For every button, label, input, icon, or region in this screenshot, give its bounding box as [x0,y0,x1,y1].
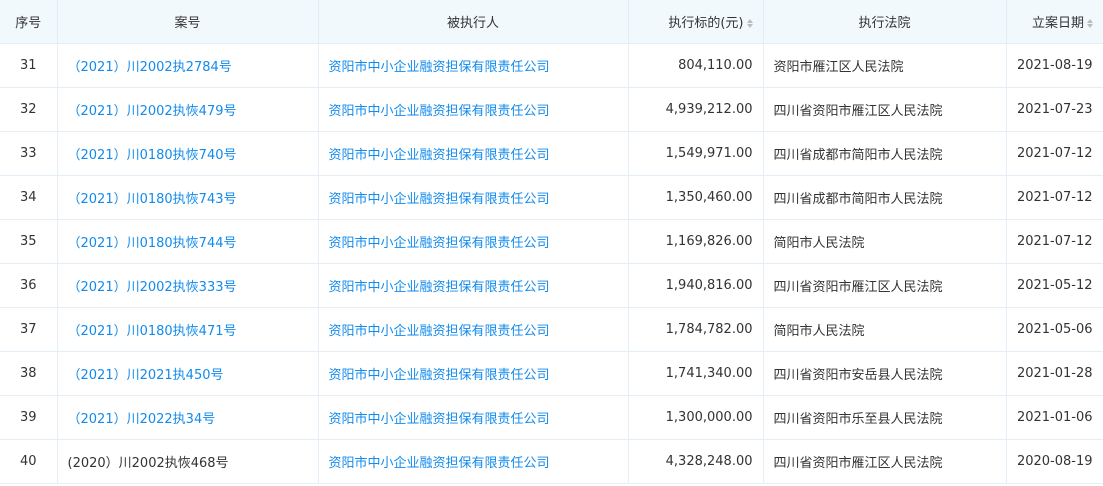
header-court: 执行法院 [762,0,1007,44]
party-link[interactable]: 资阳市中小企业融资担保有限责任公司 [317,219,629,264]
amount: 804,110.00 [627,43,764,88]
filing-date: 2021-07-12 [1005,131,1103,176]
case-number[interactable]: （2021）川2002执恢333号 [56,263,319,308]
row-no: 33 [0,131,58,176]
filing-date: 2021-05-12 [1005,263,1103,308]
case-number[interactable]: （2021）川2021执450号 [56,351,319,396]
amount: 1,549,971.00 [627,131,764,176]
court: 四川省资阳市雁江区人民法院 [762,263,1007,308]
party-link[interactable]: 资阳市中小企业融资担保有限责任公司 [317,263,629,308]
case-number[interactable]: （2021）川2002执2784号 [56,43,319,88]
row-no: 34 [0,175,58,220]
row-no: 38 [0,351,58,396]
table-row: 33 （2021）川0180执恢740号 资阳市中小企业融资担保有限责任公司 1,54… [0,131,1103,176]
case-number[interactable]: （2021）川0180执恢740号 [56,131,319,176]
case-number[interactable]: （2021）川0180执恢744号 [56,219,319,264]
case-number: (2020）川2002执恢468号 [56,439,319,484]
amount: 1,350,460.00 [627,175,764,220]
amount: 4,328,248.00 [627,439,764,484]
case-number[interactable]: （2021）川2002执恢479号 [56,87,319,132]
table-row: 35 （2021）川0180执恢744号 资阳市中小企业融资担保有限责任公司 1,16… [0,219,1103,264]
court: 四川省成都市简阳市人民法院 [762,175,1007,220]
filing-date: 2020-08-19 [1005,439,1103,484]
court: 简阳市人民法院 [762,307,1007,352]
case-number[interactable]: （2021）川2022执34号 [56,395,319,440]
row-no: 36 [0,263,58,308]
filing-date: 2021-08-19 [1005,43,1103,88]
court: 四川省资阳市乐至县人民法院 [762,395,1007,440]
table-header: 序号 案号 被执行人 执行标的(元) 执行法院 立案日期 [0,0,1103,44]
amount: 1,741,340.00 [627,351,764,396]
amount: 1,940,816.00 [627,263,764,308]
amount: 1,169,826.00 [627,219,764,264]
party-link[interactable]: 资阳市中小企业融资担保有限责任公司 [317,175,629,220]
party-link[interactable]: 资阳市中小企业融资担保有限责任公司 [317,351,629,396]
row-no: 37 [0,307,58,352]
filing-date: 2021-05-06 [1005,307,1103,352]
row-no: 39 [0,395,58,440]
party-link[interactable]: 资阳市中小企业融资担保有限责任公司 [317,87,629,132]
filing-date: 2021-07-12 [1005,175,1103,220]
sort-icon[interactable] [746,19,753,28]
header-amount-label: 执行标的(元) [668,16,744,31]
court: 四川省资阳市安岳县人民法院 [762,351,1007,396]
table-row: 32 （2021）川2002执恢479号 资阳市中小企业融资担保有限责任公司 4,93… [0,87,1103,132]
header-case: 案号 [56,0,319,44]
amount: 4,939,212.00 [627,87,764,132]
table-row: 39 （2021）川2022执34号 资阳市中小企业融资担保有限责任公司 1,300,… [0,395,1103,440]
filing-date: 2021-01-28 [1005,351,1103,396]
filing-date: 2021-07-12 [1005,219,1103,264]
case-number[interactable]: （2021）川0180执恢743号 [56,175,319,220]
filing-date: 2021-01-06 [1005,395,1103,440]
party-link[interactable]: 资阳市中小企业融资担保有限责任公司 [317,43,629,88]
court: 四川省成都市简阳市人民法院 [762,131,1007,176]
table-row: 36 （2021）川2002执恢333号 资阳市中小企业融资担保有限责任公司 1,94… [0,263,1103,308]
filing-date: 2021-07-23 [1005,87,1103,132]
case-number[interactable]: （2021）川0180执恢471号 [56,307,319,352]
row-no: 40 [0,439,58,484]
party-link[interactable]: 资阳市中小企业融资担保有限责任公司 [317,439,629,484]
court: 四川省资阳市雁江区人民法院 [762,439,1007,484]
party-link[interactable]: 资阳市中小企业融资担保有限责任公司 [317,131,629,176]
table-row: 31 （2021）川2002执2784号 资阳市中小企业融资担保有限责任公司 804,… [0,43,1103,88]
table-row: 40 (2020）川2002执恢468号 资阳市中小企业融资担保有限责任公司 4,32… [0,439,1103,484]
row-no: 31 [0,43,58,88]
court: 四川省资阳市雁江区人民法院 [762,87,1007,132]
amount: 1,300,000.00 [627,395,764,440]
header-party: 被执行人 [317,0,629,44]
party-link[interactable]: 资阳市中小企业融资担保有限责任公司 [317,395,629,440]
row-no: 32 [0,87,58,132]
header-no: 序号 [0,0,58,44]
court: 简阳市人民法院 [762,219,1007,264]
court: 资阳市雁江区人民法院 [762,43,1007,88]
header-amount[interactable]: 执行标的(元) [627,0,764,44]
amount: 1,784,782.00 [627,307,764,352]
party-link[interactable]: 资阳市中小企业融资担保有限责任公司 [317,307,629,352]
table-row: 38 （2021）川2021执450号 资阳市中小企业融资担保有限责任公司 1,741… [0,351,1103,396]
table-row: 37 （2021）川0180执恢471号 资阳市中小企业融资担保有限责任公司 1,78… [0,307,1103,352]
header-date[interactable]: 立案日期 [1005,0,1103,44]
table-row: 34 （2021）川0180执恢743号 资阳市中小企业融资担保有限责任公司 1,35… [0,175,1103,220]
row-no: 35 [0,219,58,264]
header-date-label: 立案日期 [1031,16,1084,31]
sort-icon[interactable] [1087,19,1093,28]
